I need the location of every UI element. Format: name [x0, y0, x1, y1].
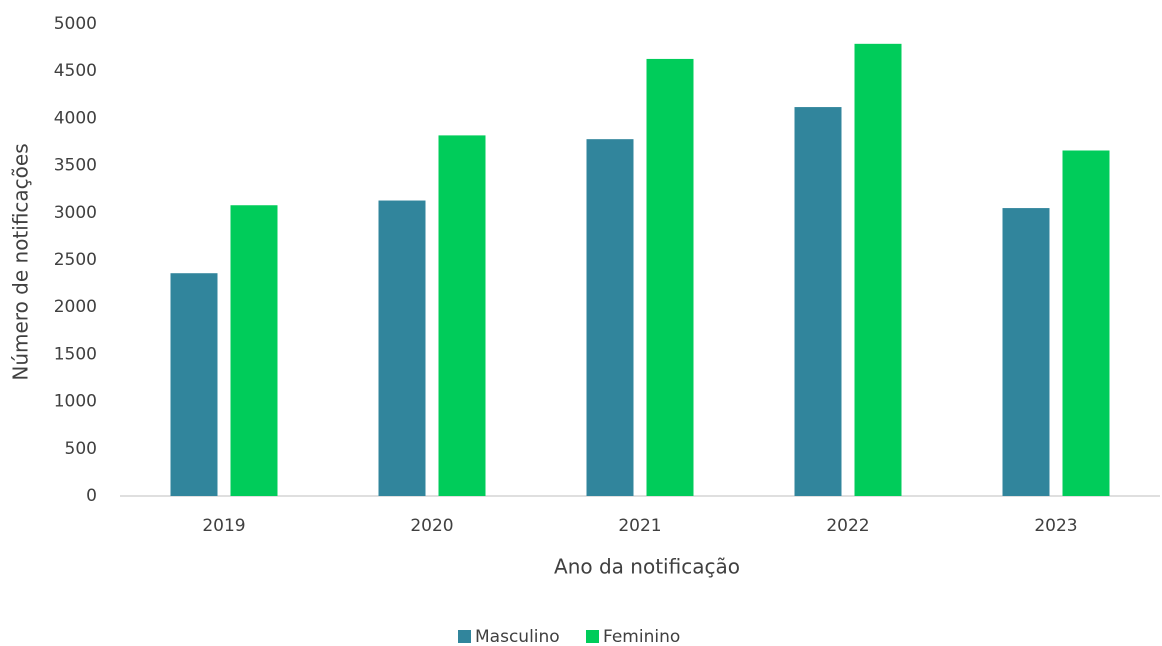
y-tick-label: 1500 [54, 344, 97, 364]
legend-label: Feminino [603, 627, 680, 646]
x-tick-label: 2022 [826, 516, 869, 536]
bar [646, 58, 694, 496]
bar [586, 139, 634, 496]
y-tick-label: 3500 [54, 156, 97, 176]
y-tick-label: 5000 [54, 14, 97, 34]
x-tick-label: 2023 [1034, 516, 1077, 536]
x-tick-label: 2021 [618, 516, 661, 536]
legend-swatch [586, 630, 599, 643]
y-tick-label: 2500 [54, 250, 97, 270]
bar [794, 107, 842, 497]
bar [854, 43, 902, 496]
x-axis-label: Ano da notificação [554, 555, 740, 579]
bar [378, 200, 426, 496]
bar [170, 273, 218, 496]
x-tick-label: 2019 [202, 516, 245, 536]
bar [1002, 208, 1050, 496]
x-tick-label: 2020 [410, 516, 453, 536]
y-axis-label: Número de notificações [9, 143, 33, 380]
bar [230, 205, 278, 497]
bar [1062, 150, 1110, 496]
y-tick-label: 2000 [54, 297, 97, 317]
y-tick-label: 0 [86, 486, 97, 506]
y-tick-label: 500 [65, 439, 97, 459]
bar [438, 135, 486, 496]
legend-swatch [458, 630, 471, 643]
y-tick-label: 1000 [54, 392, 97, 412]
y-tick-label: 4000 [54, 108, 97, 128]
y-tick-label: 4500 [54, 61, 97, 81]
y-tick-label: 3000 [54, 203, 97, 223]
legend-label: Masculino [475, 627, 560, 646]
